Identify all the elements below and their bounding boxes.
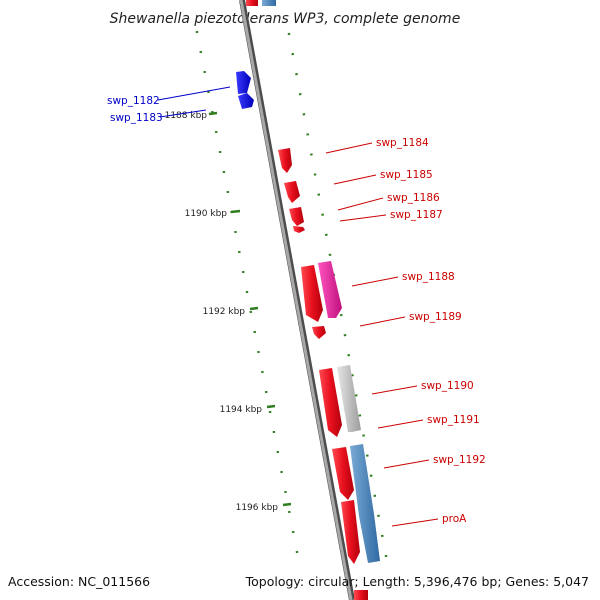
leader-line bbox=[377, 419, 424, 429]
map-title: Shewanella piezotolerans WP3, complete g… bbox=[110, 11, 461, 27]
tick-mark bbox=[208, 111, 218, 116]
gene-arrow-swp-1186 bbox=[289, 207, 304, 226]
accession-label: Accession: NC_011566 bbox=[8, 574, 150, 589]
gene-labels: swp_1182 swp_1183 swp_1184 swp_1185 swp_… bbox=[107, 86, 486, 527]
gene-label-swp-1188: swp_1188 bbox=[402, 271, 455, 283]
gene-arrow-swp-1182 bbox=[236, 71, 251, 94]
tick-label: 1190 kbp bbox=[185, 209, 228, 219]
leader-line bbox=[157, 86, 231, 101]
leader-line bbox=[359, 316, 406, 327]
gene-arrow-swp-1184 bbox=[278, 148, 292, 173]
leader-line bbox=[391, 518, 439, 527]
gene-label-swp-1189: swp_1189 bbox=[409, 311, 462, 323]
topology-label: Topology: circular; Length: 5,396,476 bp… bbox=[245, 574, 589, 589]
tick-mark bbox=[230, 209, 241, 214]
outer-dotted-ring bbox=[195, 30, 299, 554]
gene-arrow-swp-1188-pair bbox=[318, 261, 342, 318]
gene-label-swp-1185: swp_1185 bbox=[380, 169, 433, 181]
gene-label-swp-1191: swp_1191 bbox=[427, 414, 480, 426]
tick-mark bbox=[282, 502, 292, 507]
gene-label-swp-1186: swp_1186 bbox=[387, 192, 440, 204]
gene-label-swp-1187: swp_1187 bbox=[390, 209, 443, 221]
tick-label: 1192 kbp bbox=[203, 307, 246, 317]
gene-arrow-swp-1190 bbox=[319, 368, 342, 437]
gene-label-swp-1192: swp_1192 bbox=[433, 454, 486, 466]
tick-label: 1188 kbp bbox=[165, 111, 208, 121]
gene-arrow-swp-1192-pair bbox=[350, 444, 380, 563]
tick-mark bbox=[266, 404, 276, 409]
tick-label: 1196 kbp bbox=[236, 503, 279, 513]
gene-arrow-swp-1187 bbox=[293, 226, 305, 233]
leader-line bbox=[371, 385, 418, 395]
gene-label-swp-1190: swp_1190 bbox=[421, 380, 474, 392]
gene-fragment-top-steel bbox=[262, 0, 276, 6]
kbp-ticks: 1188 kbp 1190 kbp 1192 kbp 1194 kbp 1196… bbox=[165, 111, 292, 513]
genome-backbone bbox=[239, 0, 353, 600]
leader-line bbox=[339, 214, 387, 222]
gene-features bbox=[236, 71, 380, 564]
gene-label-swp-1184: swp_1184 bbox=[376, 137, 429, 149]
gene-arrow-swp-1192 bbox=[332, 447, 354, 500]
gene-arrow-proa bbox=[341, 500, 360, 564]
leader-line bbox=[383, 459, 430, 469]
leader-line bbox=[337, 197, 384, 211]
leader-line bbox=[159, 109, 207, 118]
leader-line bbox=[325, 142, 373, 154]
gene-fragment-top bbox=[246, 0, 258, 6]
gene-arrow-swp-1190-pair bbox=[337, 365, 361, 432]
gene-label-swp-1183: swp_1183 bbox=[110, 112, 163, 124]
gene-label-swp-1182: swp_1182 bbox=[107, 95, 160, 107]
leader-line bbox=[351, 276, 399, 287]
tick-mark bbox=[249, 306, 259, 311]
tick-label: 1194 kbp bbox=[220, 405, 263, 415]
gene-arrow-swp-1183 bbox=[238, 93, 254, 109]
gene-arrow-swp-1185 bbox=[284, 181, 300, 203]
gene-fragment-bottom bbox=[354, 590, 368, 600]
gene-arrow-swp-1189 bbox=[312, 326, 326, 339]
gene-label-proa: proA bbox=[442, 513, 467, 525]
leader-line bbox=[333, 174, 377, 185]
gene-arrow-swp-1188 bbox=[301, 265, 323, 322]
